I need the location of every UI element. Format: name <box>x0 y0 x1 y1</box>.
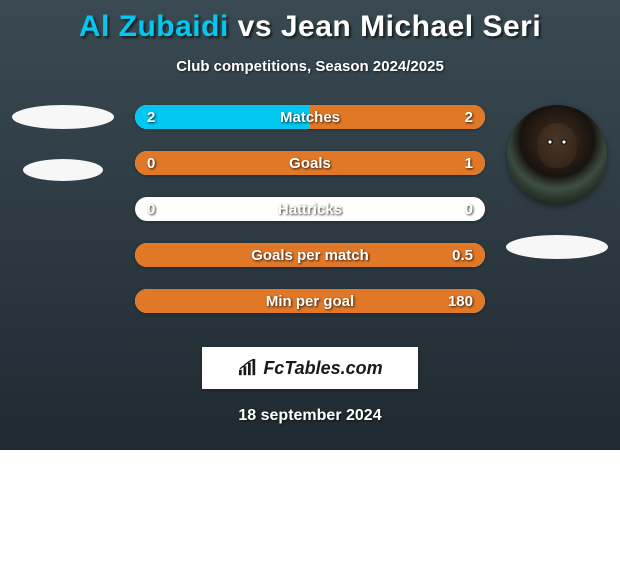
stat-row: 2 Matches 2 <box>135 105 485 129</box>
vs-text: vs <box>238 10 272 43</box>
stat-value-player1: 0 <box>147 155 155 172</box>
logo-text: FcTables.com <box>263 358 382 379</box>
date-text: 18 september 2024 <box>0 407 620 425</box>
stat-value-player1: 2 <box>147 109 155 126</box>
whitespace-below <box>0 450 620 580</box>
player1-avatar-column <box>8 105 118 181</box>
title: Al Zubaidi vs Jean Michael Seri <box>0 0 620 44</box>
stat-row: Goals per match 0.5 <box>135 243 485 267</box>
stat-row: Min per goal 180 <box>135 289 485 313</box>
stat-row: 0 Hattricks 0 <box>135 197 485 221</box>
stat-value-player2: 0.5 <box>452 247 473 264</box>
stat-value-player1: 0 <box>147 201 155 218</box>
stat-label: Matches <box>280 109 340 126</box>
player1-avatar-placeholder <box>12 105 114 129</box>
stat-label: Min per goal <box>266 293 354 310</box>
stat-value-player2: 180 <box>448 293 473 310</box>
stat-row: 0 Goals 1 <box>135 151 485 175</box>
stat-value-player2: 0 <box>465 201 473 218</box>
comparison-card: Al Zubaidi vs Jean Michael Seri Club com… <box>0 0 620 450</box>
player1-name: Al Zubaidi <box>79 10 229 43</box>
stat-label: Hattricks <box>278 201 342 218</box>
player2-club-placeholder <box>506 235 608 259</box>
stat-label: Goals per match <box>251 247 369 264</box>
player2-name: Jean Michael Seri <box>281 10 541 43</box>
player2-avatar-photo <box>507 105 607 205</box>
stat-value-player2: 1 <box>465 155 473 172</box>
content-area: 2 Matches 2 0 Goals 1 0 Hattricks 0 Goals per mat… <box>0 105 620 325</box>
stat-label: Goals <box>289 155 331 172</box>
stat-value-player2: 2 <box>465 109 473 126</box>
logo-box: FcTables.com <box>202 347 418 389</box>
bars-icon <box>237 359 259 377</box>
stat-bars: 2 Matches 2 0 Goals 1 0 Hattricks 0 Goals per mat… <box>135 105 485 313</box>
player1-club-placeholder <box>23 159 103 181</box>
player2-avatar-column <box>502 105 612 259</box>
subtitle: Club competitions, Season 2024/2025 <box>0 58 620 75</box>
